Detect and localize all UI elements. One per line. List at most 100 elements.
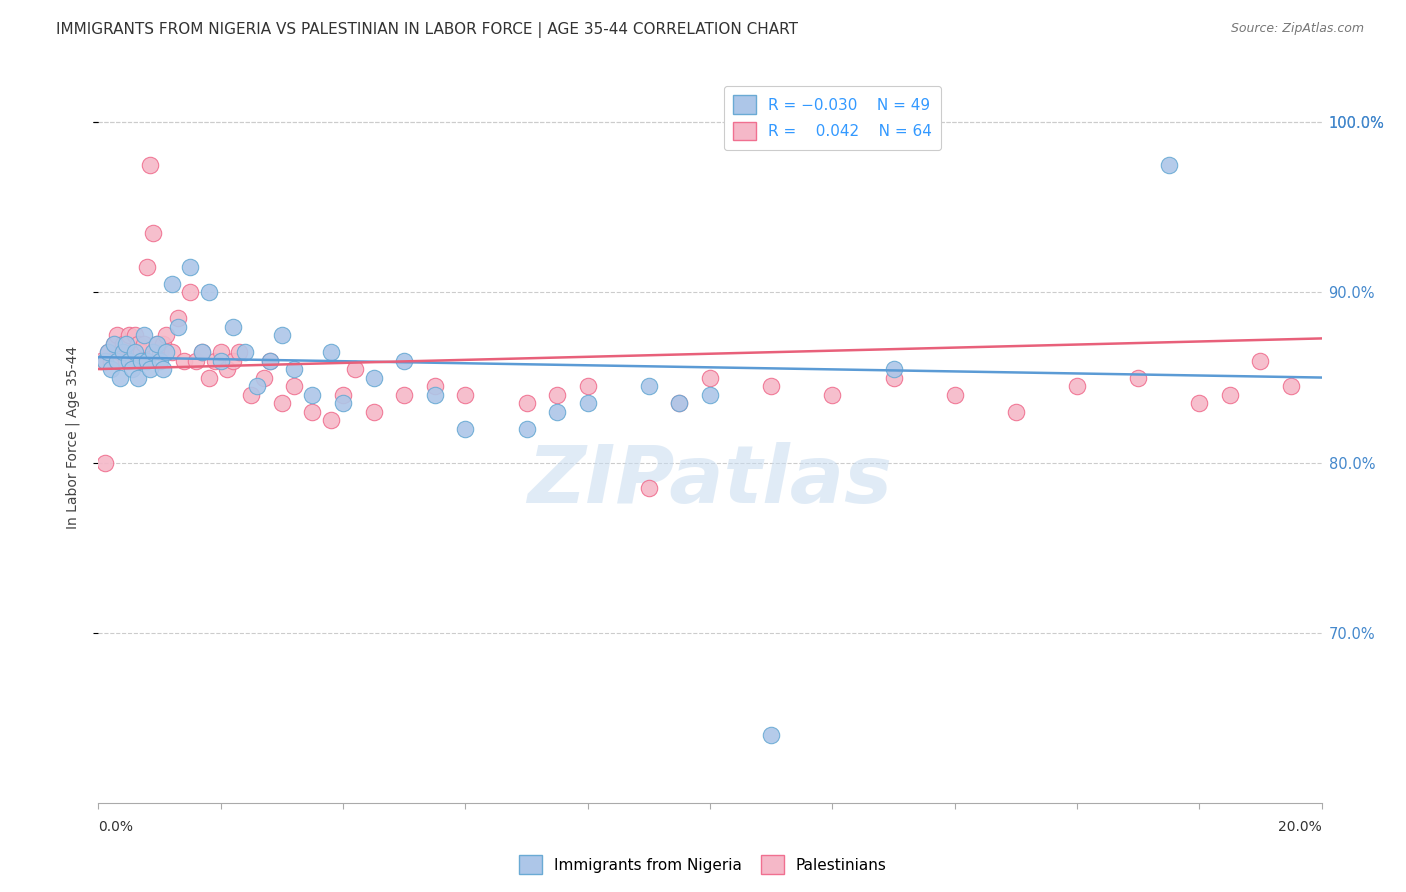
- Point: [160, 345, 183, 359]
- Point: [821, 387, 844, 401]
- Point: [142, 226, 165, 240]
- Y-axis label: In Labor Force | Age 35-44: In Labor Force | Age 35-44: [66, 345, 80, 529]
- Point: [392, 353, 416, 368]
- Point: [142, 345, 165, 359]
- Point: [197, 370, 219, 384]
- Point: [93, 353, 115, 368]
- Point: [546, 387, 568, 401]
- Point: [93, 456, 115, 470]
- Point: [108, 370, 131, 384]
- Legend: R = −0.030    N = 49, R =    0.042    N = 64: R = −0.030 N = 49, R = 0.042 N = 64: [724, 87, 941, 150]
- Point: [145, 336, 167, 351]
- Point: [332, 387, 354, 401]
- Point: [127, 370, 149, 384]
- Point: [576, 396, 599, 410]
- Point: [105, 353, 128, 368]
- Point: [152, 336, 174, 351]
- Point: [319, 413, 342, 427]
- Point: [129, 345, 152, 359]
- Point: [240, 387, 263, 401]
- Point: [160, 277, 183, 291]
- Point: [97, 345, 120, 359]
- Point: [124, 328, 146, 343]
- Point: [186, 353, 208, 368]
- Legend: Immigrants from Nigeria, Palestinians: Immigrants from Nigeria, Palestinians: [513, 849, 893, 880]
- Point: [423, 387, 446, 401]
- Point: [228, 345, 250, 359]
- Point: [139, 158, 162, 172]
- Point: [209, 345, 232, 359]
- Point: [699, 387, 721, 401]
- Point: [392, 387, 416, 401]
- Point: [197, 285, 219, 300]
- Point: [209, 353, 232, 368]
- Point: [699, 370, 721, 384]
- Point: [668, 396, 690, 410]
- Point: [103, 336, 125, 351]
- Point: [145, 336, 167, 351]
- Point: [283, 379, 305, 393]
- Point: [111, 345, 134, 359]
- Point: [191, 345, 214, 359]
- Point: [259, 353, 281, 368]
- Point: [136, 353, 159, 368]
- Point: [100, 362, 122, 376]
- Point: [222, 353, 245, 368]
- Point: [454, 421, 477, 435]
- Point: [179, 285, 201, 300]
- Point: [270, 328, 294, 343]
- Point: [246, 379, 269, 393]
- Point: [270, 396, 294, 410]
- Point: [115, 353, 138, 368]
- Point: [332, 396, 354, 410]
- Point: [97, 345, 120, 359]
- Point: [103, 336, 125, 351]
- Point: [301, 387, 323, 401]
- Point: [668, 396, 690, 410]
- Point: [638, 481, 661, 495]
- Point: [1219, 387, 1241, 401]
- Point: [283, 362, 305, 376]
- Text: 0.0%: 0.0%: [98, 820, 134, 834]
- Point: [259, 353, 281, 368]
- Point: [516, 421, 538, 435]
- Point: [152, 362, 174, 376]
- Point: [155, 345, 177, 359]
- Point: [516, 396, 538, 410]
- Text: Source: ZipAtlas.com: Source: ZipAtlas.com: [1230, 22, 1364, 36]
- Text: ZIPatlas: ZIPatlas: [527, 442, 893, 520]
- Point: [344, 362, 367, 376]
- Point: [943, 387, 966, 401]
- Point: [1066, 379, 1088, 393]
- Point: [761, 728, 783, 742]
- Point: [136, 260, 159, 274]
- Point: [1279, 379, 1302, 393]
- Point: [1250, 353, 1272, 368]
- Point: [883, 370, 905, 384]
- Point: [167, 311, 190, 326]
- Point: [124, 345, 146, 359]
- Point: [179, 260, 201, 274]
- Point: [319, 345, 342, 359]
- Point: [423, 379, 446, 393]
- Point: [546, 404, 568, 418]
- Text: 20.0%: 20.0%: [1278, 820, 1322, 834]
- Point: [118, 353, 141, 368]
- Point: [454, 387, 477, 401]
- Point: [149, 353, 172, 368]
- Point: [191, 345, 214, 359]
- Point: [108, 345, 131, 359]
- Text: IMMIGRANTS FROM NIGERIA VS PALESTINIAN IN LABOR FORCE | AGE 35-44 CORRELATION CH: IMMIGRANTS FROM NIGERIA VS PALESTINIAN I…: [56, 22, 799, 38]
- Point: [883, 362, 905, 376]
- Point: [363, 404, 385, 418]
- Point: [134, 336, 156, 351]
- Point: [90, 353, 112, 368]
- Point: [149, 345, 172, 359]
- Point: [100, 353, 122, 368]
- Point: [105, 328, 128, 343]
- Point: [1188, 396, 1211, 410]
- Point: [118, 328, 141, 343]
- Point: [121, 362, 143, 376]
- Point: [215, 362, 238, 376]
- Point: [576, 379, 599, 393]
